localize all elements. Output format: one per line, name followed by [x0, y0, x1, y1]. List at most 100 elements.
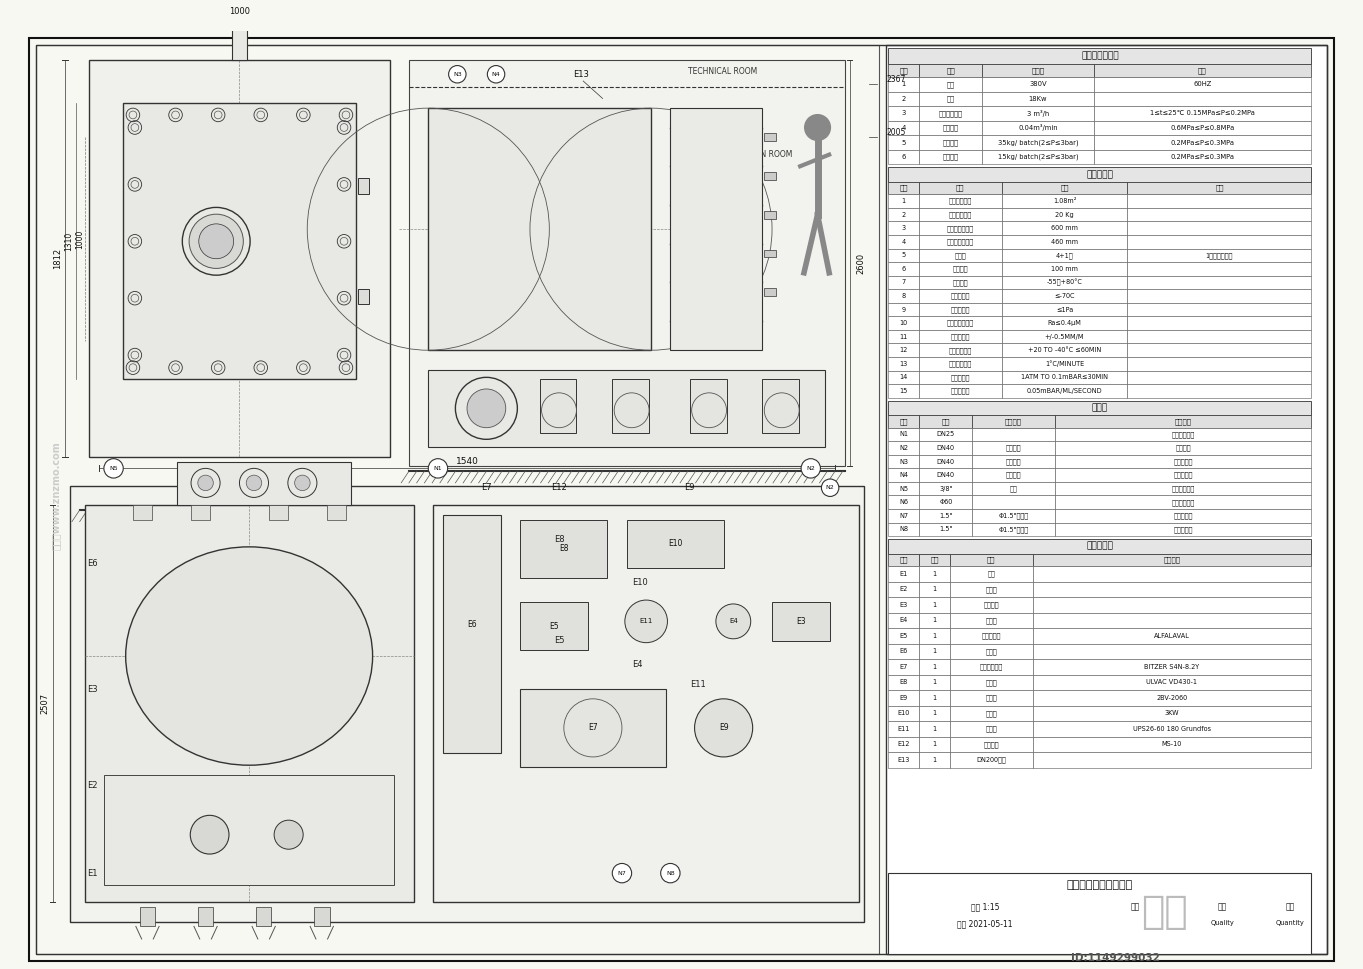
Bar	[919, 597, 950, 612]
Text: 快开接口: 快开接口	[1006, 472, 1021, 479]
Bar	[269, 505, 288, 519]
Text: ULVAC VD430-1: ULVAC VD430-1	[1146, 679, 1198, 685]
Text: 真空泵: 真空泵	[985, 679, 998, 686]
Text: E10: E10	[668, 540, 683, 548]
Text: 知乐: 知乐	[1141, 892, 1187, 931]
Bar	[889, 482, 919, 495]
Text: 1310: 1310	[228, 0, 251, 2]
Bar	[919, 454, 972, 468]
Text: 数量: 数量	[931, 556, 939, 563]
Bar	[889, 659, 919, 674]
Bar	[1002, 343, 1127, 357]
Text: 备注: 备注	[1198, 67, 1206, 74]
Text: 型号规格: 型号规格	[1164, 556, 1180, 563]
Text: 抽真空速度: 抽真空速度	[951, 374, 970, 381]
Text: 快开接口: 快开接口	[1006, 458, 1021, 465]
Bar	[1093, 92, 1311, 107]
Bar	[889, 454, 919, 468]
Text: 6: 6	[901, 154, 906, 160]
Bar	[889, 329, 919, 343]
Bar	[950, 628, 1033, 643]
Bar	[889, 643, 919, 659]
Text: 4: 4	[902, 238, 906, 245]
Bar	[983, 64, 1093, 78]
Bar	[540, 379, 577, 432]
Text: E12: E12	[551, 484, 567, 492]
Bar	[1055, 441, 1311, 454]
Text: E7: E7	[481, 484, 492, 492]
Bar	[919, 441, 972, 454]
Text: 蒸汽消耗: 蒸汽消耗	[943, 140, 958, 145]
Bar	[1127, 357, 1311, 370]
Bar	[443, 515, 502, 753]
Text: E5: E5	[555, 637, 564, 645]
Text: E12: E12	[898, 741, 910, 747]
Bar	[919, 721, 950, 736]
Bar	[671, 109, 762, 350]
Bar	[889, 222, 919, 235]
Bar	[1055, 427, 1311, 441]
Text: 板层升温速率: 板层升温速率	[949, 360, 972, 367]
Circle shape	[716, 604, 751, 639]
Text: 1.5": 1.5"	[939, 526, 953, 532]
Text: UPS26-60 180 Grundfos: UPS26-60 180 Grundfos	[1133, 726, 1210, 732]
Text: 3/8": 3/8"	[939, 485, 953, 491]
Text: 1.5": 1.5"	[939, 513, 953, 518]
Bar	[1033, 612, 1311, 628]
Text: 1: 1	[932, 617, 936, 623]
Text: 3: 3	[902, 225, 906, 232]
Bar	[919, 302, 1002, 316]
Bar	[889, 235, 919, 249]
Bar	[889, 249, 919, 262]
Text: 1310: 1310	[64, 232, 74, 251]
Text: N1: N1	[433, 466, 442, 471]
Text: 0.04m³/min: 0.04m³/min	[1018, 124, 1058, 132]
Bar	[1055, 454, 1311, 468]
Text: TECHNICAL ROOM: TECHNICAL ROOM	[688, 67, 758, 76]
Bar	[983, 121, 1093, 136]
Text: E6: E6	[900, 648, 908, 654]
Text: 名称: 名称	[987, 556, 995, 563]
Bar	[357, 178, 369, 194]
Bar	[765, 172, 776, 180]
Bar	[1033, 721, 1311, 736]
Text: E4: E4	[631, 661, 642, 670]
Text: ≤-70C: ≤-70C	[1054, 293, 1075, 299]
Text: 知末网www.znzmo.com: 知末网www.znzmo.com	[50, 441, 60, 549]
Bar	[889, 289, 919, 302]
Bar	[771, 602, 830, 641]
Text: 搁板间距: 搁板间距	[953, 266, 968, 272]
Bar	[889, 195, 919, 208]
Text: E2: E2	[87, 781, 98, 791]
Bar	[1033, 553, 1311, 566]
Circle shape	[468, 389, 506, 427]
Bar	[1127, 222, 1311, 235]
Bar	[1055, 522, 1311, 536]
Text: 1: 1	[932, 586, 936, 592]
Text: E2: E2	[900, 586, 908, 592]
Text: 名称: 名称	[946, 67, 955, 74]
Bar	[950, 705, 1033, 721]
Bar	[90, 60, 390, 456]
Text: 搁板尺寸（宽）: 搁板尺寸（宽）	[947, 238, 975, 245]
Bar	[1127, 275, 1311, 289]
Circle shape	[247, 475, 262, 490]
Text: 0.05mBAR/ML/SECOND: 0.05mBAR/ML/SECOND	[1026, 388, 1103, 394]
Text: 1: 1	[932, 679, 936, 685]
Text: 插塞: 插塞	[1010, 485, 1018, 492]
Bar	[1002, 235, 1127, 249]
Text: DN40: DN40	[936, 445, 955, 451]
Text: 1: 1	[932, 741, 936, 747]
Bar	[123, 104, 356, 379]
Text: N7: N7	[900, 513, 908, 518]
Text: 20 Kg: 20 Kg	[1055, 211, 1074, 218]
Bar	[1033, 674, 1311, 690]
Bar	[889, 553, 919, 566]
Circle shape	[198, 475, 213, 490]
Text: E8: E8	[559, 545, 568, 553]
Bar	[1033, 659, 1311, 674]
Bar	[1002, 222, 1127, 235]
Bar	[950, 674, 1033, 690]
Bar	[919, 208, 1002, 222]
Text: 压缩空气入口: 压缩空气入口	[1171, 485, 1195, 492]
